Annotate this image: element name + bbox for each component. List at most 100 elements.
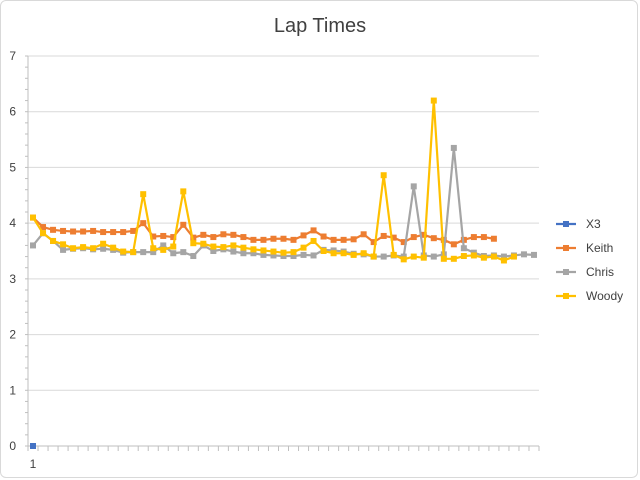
keith-point — [380, 232, 387, 239]
keith-point — [320, 233, 327, 240]
y-tick-label: 4 — [9, 216, 16, 230]
woody-point — [260, 247, 267, 254]
series-woody — [30, 97, 517, 264]
legend-item-keith: Keith — [556, 241, 613, 255]
chris-point — [260, 251, 267, 258]
chris-point — [520, 251, 527, 258]
woody-point — [280, 249, 287, 256]
woody-point — [30, 214, 36, 221]
woody-point — [430, 97, 437, 104]
y-tick-label: 7 — [9, 49, 16, 63]
chris-point — [240, 250, 247, 257]
woody-point — [330, 250, 337, 257]
keith-point — [210, 234, 217, 241]
keith-point — [160, 232, 167, 239]
chris-point — [100, 245, 107, 252]
legend-item-woody: Woody — [556, 289, 623, 303]
woody-point — [410, 253, 417, 260]
keith-point — [250, 236, 257, 243]
woody-point — [100, 240, 107, 247]
chris-point — [270, 252, 277, 259]
woody-point — [390, 251, 397, 258]
chris-point — [280, 253, 287, 260]
chris-point — [210, 248, 217, 254]
woody-point — [190, 240, 197, 247]
y-tick-label: 6 — [9, 105, 16, 119]
keith-point — [90, 227, 97, 234]
chris-point — [380, 253, 387, 260]
woody-point — [170, 243, 177, 250]
keith-point — [490, 235, 497, 242]
chris-point — [310, 252, 317, 259]
woody-point — [220, 244, 227, 251]
legend-swatch-marker — [563, 221, 569, 227]
keith-point — [140, 220, 147, 227]
keith-point — [120, 229, 127, 236]
legend-label: Keith — [586, 241, 613, 255]
woody-point — [290, 249, 297, 256]
woody-point — [80, 244, 87, 251]
keith-point — [430, 235, 437, 242]
keith-point — [80, 228, 87, 235]
woody-point — [360, 250, 367, 257]
chris-point — [530, 251, 537, 258]
woody-point — [150, 245, 157, 252]
keith-point — [480, 234, 487, 241]
keith-point — [330, 236, 337, 243]
legend-label: Chris — [586, 265, 614, 279]
keith-point — [240, 234, 247, 241]
chris-point — [250, 250, 257, 257]
woody-point — [510, 253, 517, 260]
chris-point — [170, 250, 177, 257]
woody-point — [50, 237, 57, 244]
chris-point — [410, 183, 417, 190]
woody-point — [460, 253, 467, 260]
woody-point — [470, 252, 477, 259]
keith-point — [130, 227, 137, 234]
woody-point — [110, 244, 117, 251]
woody-point — [70, 245, 77, 252]
keith-point — [100, 229, 107, 236]
x3-point — [30, 443, 36, 449]
chris-point — [300, 251, 307, 258]
keith-point — [260, 236, 267, 243]
woody-point — [320, 248, 327, 254]
y-tick-label: 2 — [9, 328, 16, 342]
woody-point — [90, 245, 97, 252]
woody-point — [130, 249, 137, 256]
keith-point — [230, 231, 237, 238]
woody-point — [380, 172, 387, 179]
legend-swatch-marker — [563, 293, 569, 299]
woody-point — [140, 191, 147, 198]
keith-point — [180, 221, 187, 228]
keith-point — [310, 227, 317, 234]
y-tick-label: 5 — [9, 160, 16, 174]
keith-point — [400, 239, 407, 246]
keith-point — [370, 239, 377, 246]
keith-point — [220, 231, 227, 238]
legend-swatch-marker — [563, 269, 569, 275]
keith-point — [450, 241, 457, 248]
chris-point — [30, 242, 36, 249]
keith-point — [70, 228, 77, 235]
grid-lines — [28, 55, 539, 391]
chris-point — [60, 246, 67, 253]
woody-point — [270, 248, 277, 255]
chris-point — [150, 249, 157, 256]
keith-point — [170, 234, 177, 241]
woody-point — [440, 255, 447, 262]
woody-point — [300, 244, 307, 251]
keith-point — [470, 234, 477, 241]
keith-point — [390, 234, 397, 241]
keith-point — [420, 231, 427, 238]
keith-point — [360, 231, 367, 238]
woody-point — [40, 230, 47, 237]
legend-label: Woody — [586, 289, 623, 303]
woody-point — [500, 257, 507, 264]
legend-item-x3: X3 — [556, 217, 601, 231]
woody-point — [250, 246, 257, 253]
y-tick-label: 1 — [9, 383, 16, 397]
woody-point — [450, 255, 457, 262]
